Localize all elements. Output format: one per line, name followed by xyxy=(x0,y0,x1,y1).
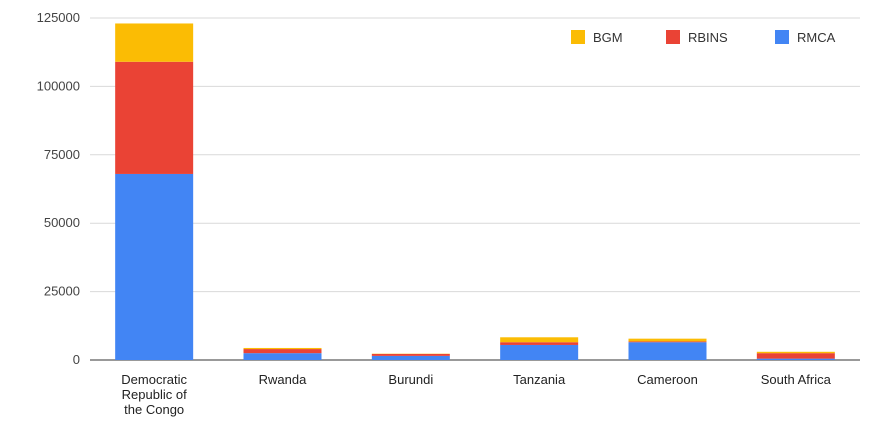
legend-label-bgm: BGM xyxy=(593,30,623,45)
y-tick-label: 100000 xyxy=(37,78,80,93)
y-tick-label: 125000 xyxy=(37,10,80,25)
y-tick-label: 0 xyxy=(73,352,80,367)
y-tick-label: 25000 xyxy=(44,284,80,299)
legend-swatch-rbins xyxy=(666,30,680,44)
grid-lines xyxy=(90,17,860,361)
legend-swatch-bgm xyxy=(571,30,585,44)
x-tick-label: Tanzania xyxy=(513,372,566,387)
bar-segment-rmca xyxy=(243,353,322,360)
bar-segment-bgm xyxy=(115,23,194,62)
bar-segment-rmca xyxy=(371,355,450,360)
bar-segment-bgm xyxy=(756,351,835,354)
bar-segment-bgm xyxy=(243,347,322,350)
bar-segment-rbins xyxy=(115,61,194,174)
bars xyxy=(115,23,835,360)
y-axis-ticks: 0 25000 50000 75000 100000 125000 xyxy=(37,10,80,367)
x-tick-label: Burundi xyxy=(388,372,433,387)
legend: BGM RBINS RMCA xyxy=(571,30,836,45)
bar-segment-bgm xyxy=(628,338,707,342)
bar-segment-rmca xyxy=(115,173,194,360)
bar-segment-bgm xyxy=(500,337,579,343)
bar-segment-rbins xyxy=(628,341,707,343)
bar-segment-rbins xyxy=(756,353,835,359)
x-tick-label: Rwanda xyxy=(259,372,307,387)
x-tick-label: South Africa xyxy=(761,372,832,387)
legend-swatch-rmca xyxy=(775,30,789,44)
x-axis-labels: Democratic Republic of the Congo Rwanda Buru… xyxy=(121,372,831,417)
x-tick-label: Cameroon xyxy=(637,372,698,387)
bar-segment-rmca xyxy=(628,342,707,360)
bar-segment-rmca xyxy=(500,344,579,360)
legend-label-rbins: RBINS xyxy=(688,30,728,45)
legend-label-rmca: RMCA xyxy=(797,30,836,45)
bar-segment-rbins xyxy=(243,349,322,354)
bar-segment-rmca xyxy=(756,358,835,360)
y-tick-label: 50000 xyxy=(44,215,80,230)
y-tick-label: 75000 xyxy=(44,147,80,162)
bar-segment-rbins xyxy=(371,353,450,356)
x-tick-label: Democratic Republic of the Congo xyxy=(121,372,187,417)
bar-segment-rbins xyxy=(500,342,579,345)
